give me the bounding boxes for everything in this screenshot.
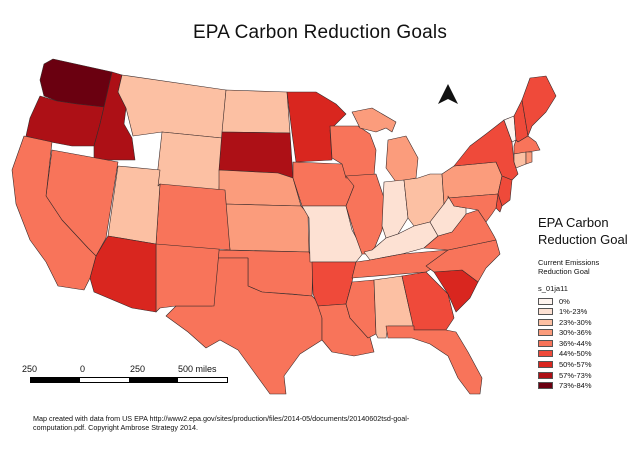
legend-swatch — [538, 308, 553, 316]
legend-item: 50%-57% — [538, 360, 638, 370]
legend-label: 0% — [559, 296, 570, 306]
legend-item: 36%-44% — [538, 338, 638, 348]
legend-label: 57%-73% — [559, 370, 592, 380]
scale-segment — [129, 378, 178, 382]
scale-label: 500 miles — [178, 364, 217, 374]
north-arrow-icon — [438, 84, 458, 104]
legend-label: 50%-57% — [559, 360, 592, 370]
legend-swatch — [538, 361, 553, 369]
legend-label: 36%-44% — [559, 338, 592, 348]
legend-subtitle: Current Emissions Reduction Goal — [538, 258, 600, 276]
legend-label: 30%-36% — [559, 328, 592, 338]
state-RI — [525, 151, 533, 165]
scale-bar-strip — [30, 377, 228, 383]
legend-title: EPA Carbon Reduction Goal — [538, 215, 628, 247]
legend: EPA Carbon Reduction Goal Current Emissi… — [538, 214, 638, 391]
state-MD — [447, 193, 499, 223]
scale-label: 250 — [22, 364, 38, 374]
state-CA — [11, 135, 97, 291]
legend-label: 1%-23% — [559, 307, 588, 317]
legend-swatch — [538, 339, 553, 347]
state-FL — [385, 325, 483, 395]
state-GA — [401, 271, 455, 331]
legend-item: 23%-30% — [538, 317, 638, 327]
legend-item: 30%-36% — [538, 328, 638, 338]
scale-bar: 250 0 250 500 miles — [18, 364, 258, 394]
legend-layer-name: s_01ja11 — [538, 284, 568, 293]
legend-items: 0% 1%-23% 23%-30% 30%-36% 36%-44% 44%-50… — [538, 296, 638, 391]
scale-label: 0 — [80, 364, 86, 374]
state-CT — [513, 151, 527, 169]
legend-label: 73%-84% — [559, 381, 592, 391]
state-WY — [155, 131, 223, 191]
legend-swatch — [538, 318, 553, 326]
source-footnote: Map created with data from US EPA http:/… — [33, 414, 410, 432]
legend-swatch — [538, 350, 553, 358]
scale-segment — [80, 378, 129, 382]
state-CO — [155, 183, 231, 251]
state-ND — [221, 89, 291, 134]
scale-label: 250 — [130, 364, 146, 374]
state-KS — [224, 203, 310, 253]
map-title: EPA Carbon Reduction Goals — [192, 22, 448, 43]
legend-item: 44%-50% — [538, 349, 638, 359]
legend-label: 23%-30% — [559, 317, 592, 327]
legend-swatch — [538, 382, 553, 390]
legend-swatch — [538, 329, 553, 337]
legend-swatch — [538, 297, 553, 305]
state-MA — [513, 135, 541, 155]
state-ME — [521, 75, 557, 137]
legend-item: 0% — [538, 296, 638, 306]
scale-segment — [31, 378, 80, 382]
state-TX — [165, 257, 323, 395]
legend-swatch — [538, 371, 553, 379]
state-NJ — [497, 175, 513, 207]
legend-item: 57%-73% — [538, 370, 638, 380]
state-MT — [117, 74, 227, 139]
state-IN — [381, 179, 409, 239]
legend-label: 44%-50% — [559, 349, 592, 359]
legend-item: 73%-84% — [538, 381, 638, 391]
legend-item: 1%-23% — [538, 307, 638, 317]
scale-segment — [178, 378, 227, 382]
